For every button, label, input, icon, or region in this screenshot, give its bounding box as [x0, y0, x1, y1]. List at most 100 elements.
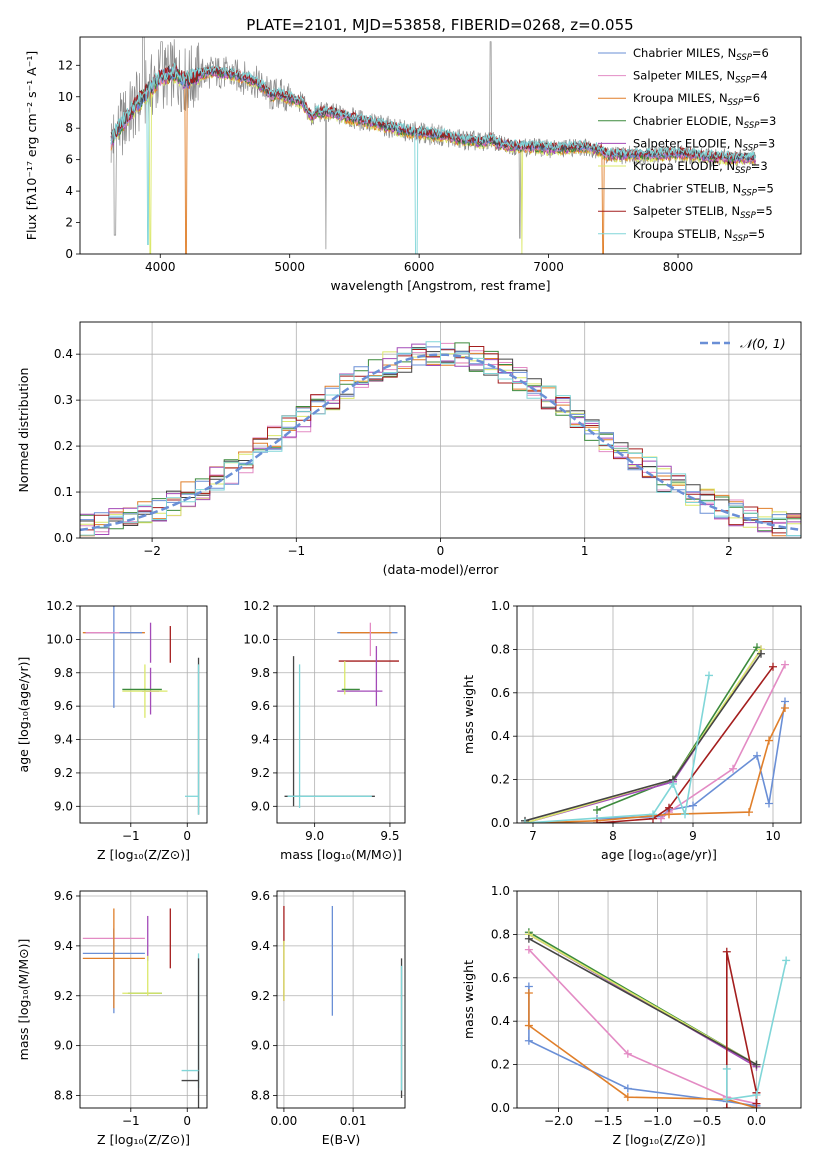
panel-age-vs-Z: −1 0 9.0 9.2 9.4 9.6 9.8 10.0 10.2 Z [log₁₀(Z/Z⊙)…: [16, 599, 208, 862]
plot-area-mass-weight-vs-age: [517, 606, 801, 823]
y-tick-label: 0.0: [54, 531, 73, 545]
legend-entry-6: Chabrier STELIB, NSSP=5: [633, 182, 774, 199]
series-marker-orange: [765, 736, 773, 745]
series-marker-cyan: [722, 1095, 731, 1104]
series-marker-cyan: [681, 810, 689, 819]
figure-title: PLATE=2101, MJD=53858, FIBERID=0268, z=0…: [246, 16, 633, 34]
series-marker-pink: [524, 945, 533, 954]
x-tick-label: 0.0: [747, 1114, 766, 1128]
y-tick-label: 0.8: [491, 927, 510, 941]
y-tick-label: 0.8: [491, 642, 510, 656]
legend-text: Chabrier STELIB, N: [633, 182, 741, 196]
x-axis-label: age [log₁₀(age/yr)]: [601, 847, 717, 862]
x-tick-label: −1.0: [643, 1114, 672, 1128]
series-line-orange: [528, 707, 786, 823]
series-marker-darkred: [722, 1104, 731, 1108]
x-tick-label: 0: [183, 1114, 191, 1128]
y-tick-label: 10.2: [46, 599, 73, 613]
x-tick-label: 1: [581, 544, 589, 558]
series-marker-blue: [765, 799, 773, 808]
gaussian-legend-label: 𝒩(0, 1): [740, 336, 786, 351]
series-marker-dark: [757, 649, 765, 658]
legend-entry-8: Kroupa STELIB, NSSP=5: [633, 227, 765, 244]
legend-suffix: =5: [748, 227, 765, 241]
y-tick-label: 9.0: [251, 799, 270, 813]
panel-mass-vs-EBV: 0.00 0.01 8.8 9.0 9.2 9.4 9.6 E(B-V): [251, 889, 406, 1147]
series-marker-darkred: [752, 1099, 761, 1108]
x-axis-label: (data-model)/error: [383, 562, 500, 577]
series-marker-darkred: [769, 662, 777, 671]
y-tick-label: 0.2: [491, 1058, 510, 1072]
series-marker-cyan: [521, 819, 529, 823]
y-tick-label: 9.2: [251, 766, 270, 780]
y-axis-label: Normed distribution: [16, 368, 31, 493]
series-marker-cyan: [752, 1090, 761, 1099]
series-line-blue: [596, 701, 786, 820]
x-tick-label: 4000: [145, 260, 176, 274]
y-tick-label: 9.0: [54, 1039, 73, 1053]
series-line-darkred: [726, 951, 758, 1108]
panel-mass-vs-Z: −1 0 8.8 9.0 9.2 9.4 9.6 Z [log₁₀(Z/Z⊙)] mass [l…: [16, 889, 208, 1147]
legend-suffix: =6: [752, 46, 769, 60]
y-tick-label: 0.6: [491, 971, 510, 985]
panel-residuals: −2 −1 0 1 2 0.0 0.1 0.2 0.3 0.4 (data-model)/error…: [16, 321, 802, 577]
y-tick-label: 12: [58, 58, 73, 72]
plot-area-spectrum: [110, 37, 757, 254]
axes-frame: [276, 605, 406, 824]
x-tick-label: 2: [725, 544, 733, 558]
x-axis-label: wavelength [Angstrom, rest frame]: [330, 278, 550, 293]
y-tick-label: 9.2: [54, 766, 73, 780]
x-axis-label: Z [log₁₀(Z/Z⊙)]: [97, 847, 190, 862]
series-marker-pink: [623, 1049, 632, 1058]
legend-subscript: SSP: [740, 211, 756, 221]
plot-area-age-vs-Z: [80, 606, 207, 823]
y-axis-label: mass weight: [461, 960, 476, 1039]
legend-entry-2: Kroupa MILES, NSSP=6: [633, 91, 760, 108]
y-tick-label: 9.6: [54, 699, 73, 713]
plot-area-residuals: [80, 322, 801, 538]
y-tick-label: 0.6: [491, 686, 510, 700]
y-tick-label: 0.0: [491, 816, 510, 830]
legend-entry-3: Chabrier ELODIE, NSSP=3: [633, 114, 776, 131]
axes-frame: [79, 605, 208, 824]
y-tick-label: 9.2: [251, 989, 270, 1003]
y-axis-label: age [log₁₀(age/yr)]: [16, 657, 31, 773]
series-marker-blue: [689, 801, 697, 810]
x-tick-label: −2: [143, 544, 161, 558]
axes-frame: [516, 890, 802, 1109]
legend-suffix: =3: [758, 136, 775, 150]
x-tick-label: −1: [287, 544, 305, 558]
x-tick-label: 9.5: [380, 829, 399, 843]
y-tick-label: 9.4: [54, 733, 73, 747]
series-marker-darkred: [593, 819, 601, 823]
panel-age-vs-mass: 9.0 9.5 9.0 9.2 9.4 9.6 9.8 10.0 10.2 mass [log₁₀…: [243, 599, 406, 862]
y-tick-label: 8.8: [54, 1089, 73, 1103]
y-tick-label: 10.0: [46, 632, 73, 646]
series-marker-pink: [729, 764, 737, 773]
x-tick-label: 0.00: [271, 1114, 298, 1128]
legend-entry-4: Salpeter ELODIE, NSSP=3: [633, 136, 775, 153]
series-marker-orange: [524, 1021, 533, 1030]
y-tick-label: 0: [65, 247, 73, 261]
y-tick-label: 8: [65, 121, 73, 135]
y-tick-label: 9.2: [54, 989, 73, 1003]
x-axis-label: mass [log₁₀(M/M⊙)]: [280, 847, 402, 862]
series-line-cyan: [726, 960, 787, 1101]
series-marker-cyan: [782, 956, 791, 965]
legend-entry-1: Salpeter MILES, NSSP=4: [633, 69, 768, 86]
y-tick-label: 9.4: [54, 939, 73, 953]
series-marker-blue: [623, 1084, 632, 1093]
panel-spectrum: 4000 5000 6000 7000 8000 0 2 4 6 8 10 12 wavelength …: [24, 36, 802, 293]
gaussian-curve: [80, 353, 799, 532]
y-tick-label: 0.1: [54, 485, 73, 499]
series-marker-blue: [753, 751, 761, 760]
x-tick-label: 7000: [533, 260, 564, 274]
y-tick-label: 10: [58, 90, 73, 104]
x-axis-label: Z [log₁₀(Z/Z⊙)]: [613, 1132, 706, 1147]
y-tick-label: 1.0: [491, 599, 510, 613]
x-tick-label: 0.01: [340, 1114, 367, 1128]
x-axis-label: Z [log₁₀(Z/Z⊙)]: [97, 1132, 190, 1147]
x-tick-label: 5000: [274, 260, 305, 274]
